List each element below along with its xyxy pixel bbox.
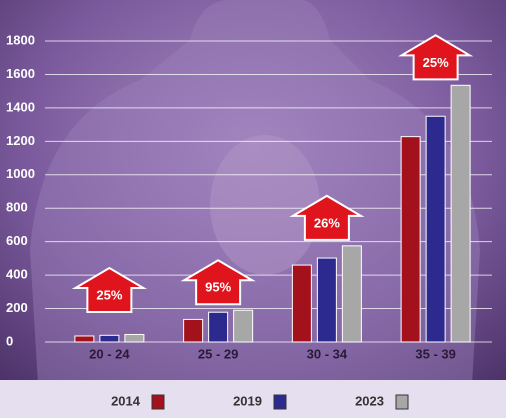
legend-swatch (395, 394, 409, 410)
legend-label: 2019 (233, 393, 262, 408)
bar (124, 333, 145, 343)
y-tick-label: 800 (6, 200, 28, 215)
annotation-label: 25% (96, 287, 122, 302)
heart-image (210, 135, 320, 275)
annotation-label: 26% (314, 215, 340, 230)
y-tick-label: 400 (6, 267, 28, 282)
body-silhouette (30, 0, 480, 418)
x-tick-label: 20 - 24 (89, 346, 130, 361)
y-tick-label: 1600 (6, 66, 35, 81)
annotation-arrow (397, 34, 474, 81)
bar (99, 334, 120, 343)
legend-label: 2023 (355, 393, 384, 408)
annotation-label: 95% (205, 280, 231, 295)
annotation-arrow (289, 194, 365, 241)
y-tick-label: 1000 (6, 166, 35, 181)
annotation-arrow (71, 266, 148, 313)
bar (183, 318, 204, 343)
bar (291, 264, 312, 343)
bar (425, 115, 446, 343)
x-tick-label: 30 - 34 (307, 346, 348, 361)
bar (233, 309, 254, 343)
legend-label: 2014 (111, 393, 141, 408)
bar (316, 257, 337, 343)
y-tick-label: 0 (6, 333, 13, 348)
bar (400, 136, 421, 343)
y-tick-label: 200 (6, 300, 28, 315)
x-tick-label: 35 - 39 (415, 346, 455, 361)
bar (208, 311, 229, 343)
legend-band (0, 380, 506, 418)
bar (450, 84, 471, 343)
y-tick-label: 600 (6, 233, 28, 248)
legend-swatch (273, 394, 287, 410)
bar (341, 245, 362, 343)
bar (74, 335, 95, 343)
annotation-arrow (180, 259, 256, 306)
annotation-label: 25% (423, 55, 449, 70)
x-tick-label: 25 - 29 (198, 346, 238, 361)
y-tick-label: 1400 (6, 99, 35, 114)
y-tick-label: 1800 (6, 32, 35, 47)
legend-swatch (151, 394, 165, 410)
y-tick-label: 1200 (6, 133, 35, 148)
